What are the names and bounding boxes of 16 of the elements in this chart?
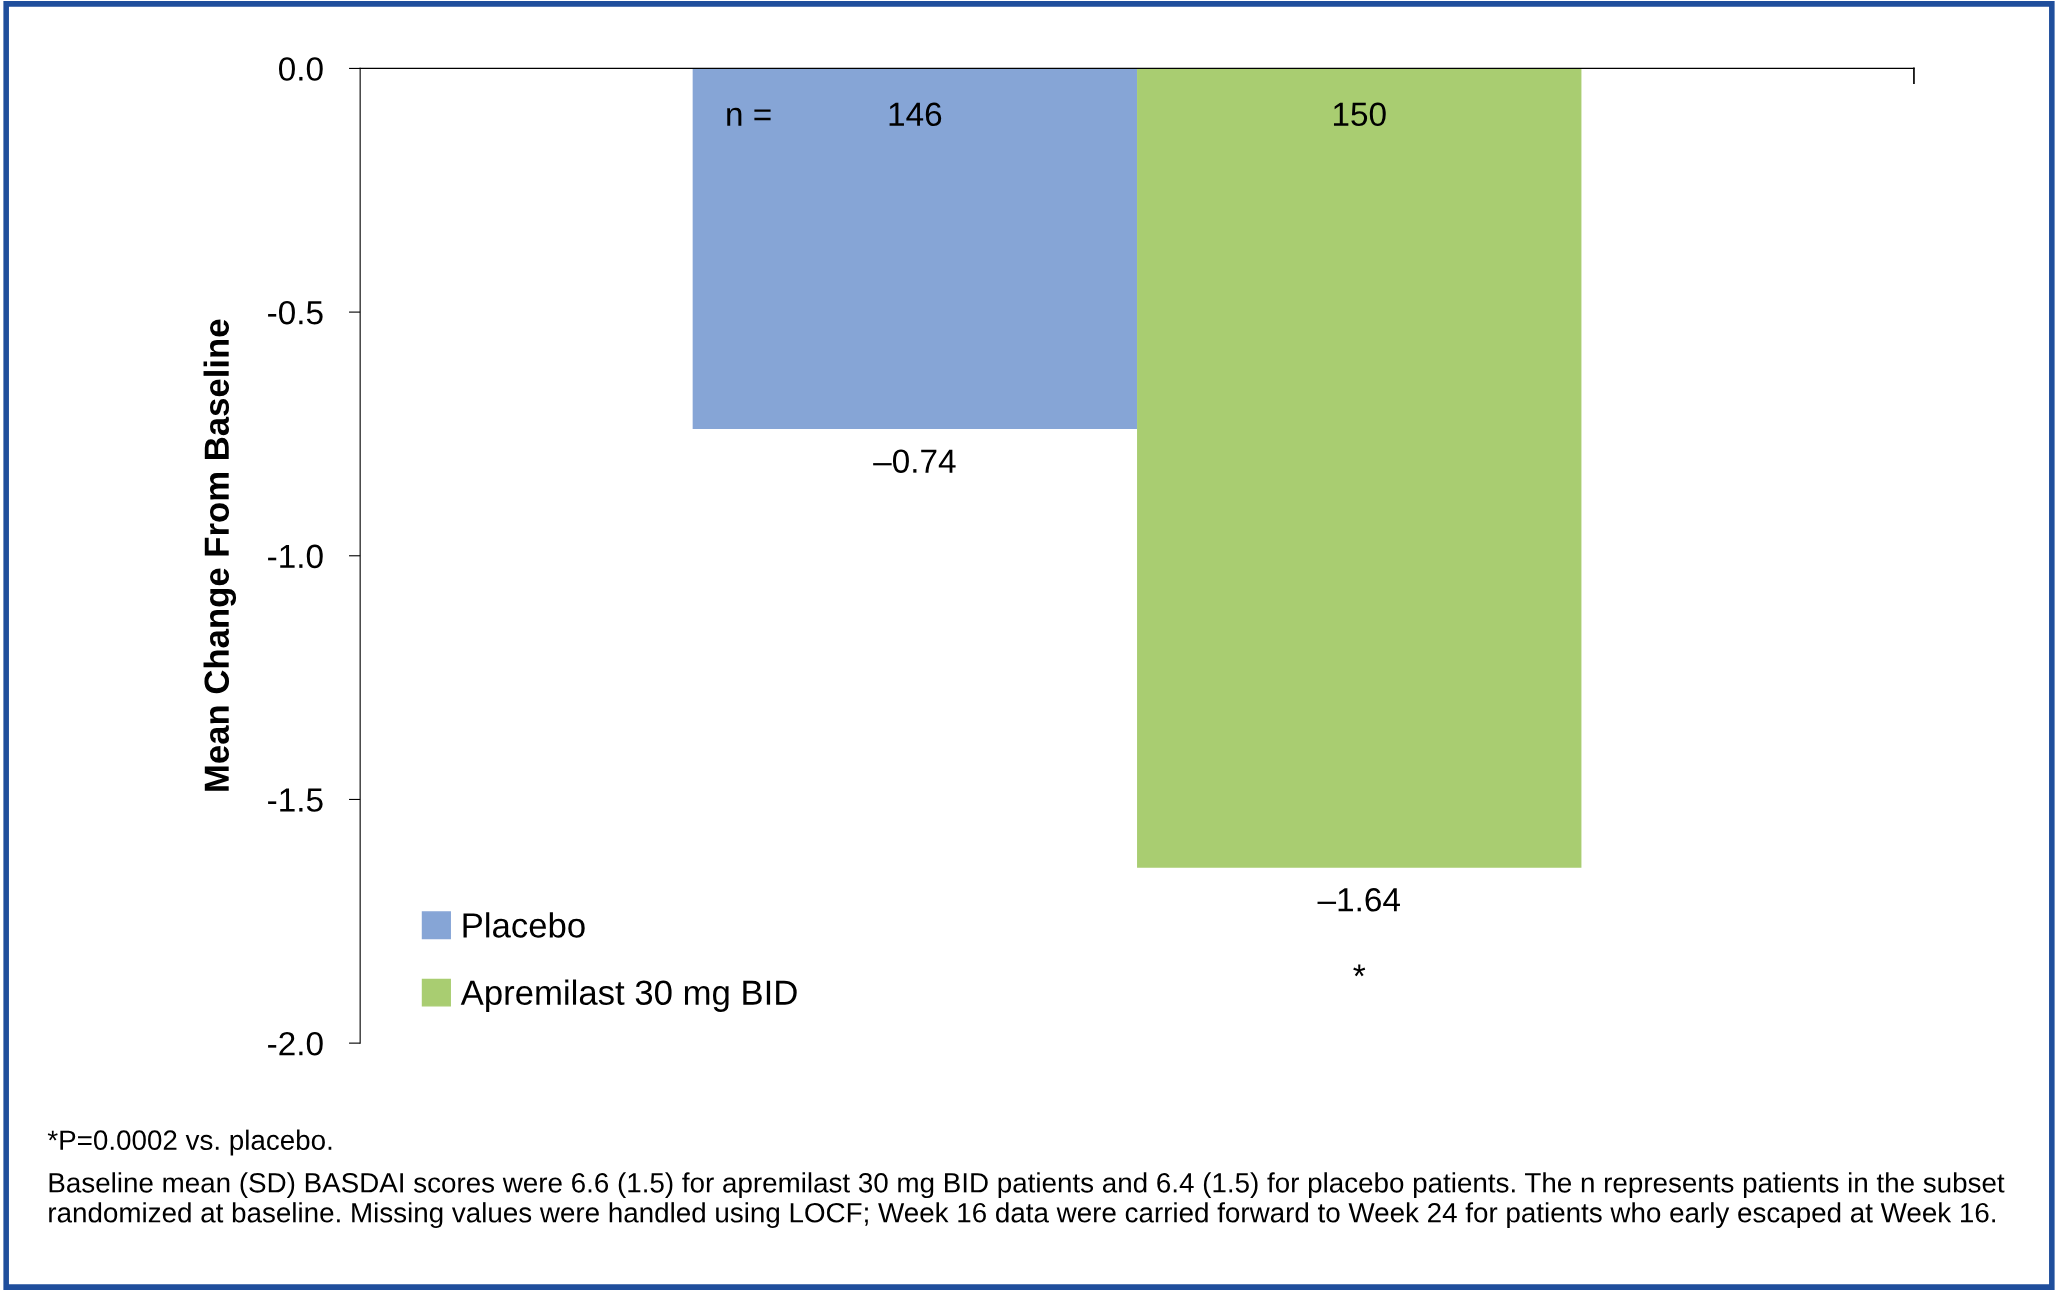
annotation: 146 [889,102,942,127]
y-tick-label: -0.5 [268,300,323,325]
legend-label: Placebo [463,912,585,938]
legend-label: Apremilast 30 mg BID [460,979,797,1012]
data-label: –1.64 [1317,888,1400,912]
y-tick-label: 0.0 [279,57,323,81]
y-tick-label: -1.0 [268,544,323,569]
y-tick-label: -1.5 [268,788,323,812]
text: *P=0.0002 vs. placebo. [47,1129,332,1156]
data-label: –0.74 [873,449,956,473]
text: Baseline mean (SD) BASDAI scores were 6.6 (1.5) for apremilast 30 mg BID patients and 6.4 (1.5) for placebo patients. The n represents patients in the subset randomized at baseline. Missing values were handled using LOCF; Week 16 data were carried forward to Week 24 for patients who early escaped at Week 16. [49,1172,2005,1229]
annotation: * [1353,964,1366,977]
y-axis-title: Mean Change From Baseline [203,319,237,791]
y-tick-label: -2.0 [268,1031,323,1056]
annotation: 150 [1333,102,1386,127]
annotation: n = [727,107,771,126]
